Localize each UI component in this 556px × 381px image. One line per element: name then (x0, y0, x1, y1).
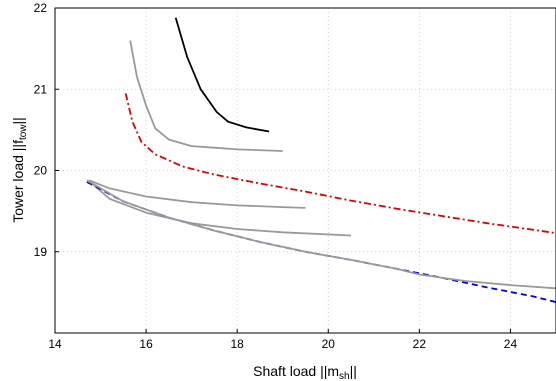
y-tick-label: 19 (34, 245, 48, 259)
series-line-7 (86, 179, 556, 290)
y-axis-label: Tower load ||ftow|| (10, 117, 29, 223)
series-line-5 (88, 180, 352, 237)
x-tick-label: 16 (139, 337, 153, 351)
x-tick-label: 18 (231, 337, 245, 351)
series-line-2 (129, 40, 283, 152)
series-line-1 (174, 17, 270, 133)
x-tick-label: 14 (48, 337, 62, 351)
series-layer (86, 17, 556, 303)
x-tick-label: 24 (504, 337, 518, 351)
grid-layer (54, 7, 556, 333)
series-line-6 (86, 181, 556, 303)
series-line-4 (88, 179, 306, 209)
x-tick-label: 20 (322, 337, 336, 351)
x-tick-label: 22 (413, 337, 427, 351)
y-tick-label: 22 (34, 1, 48, 15)
y-tick-label: 20 (34, 164, 48, 178)
y-tick-label: 21 (34, 82, 48, 96)
x-axis-label: Shaft load ||msh|| (253, 363, 357, 381)
series-line-3 (124, 93, 556, 234)
tick-layer: 14 16 18 20 22 24 19 20 21 22 (34, 1, 518, 351)
plot-frame (54, 7, 556, 334)
